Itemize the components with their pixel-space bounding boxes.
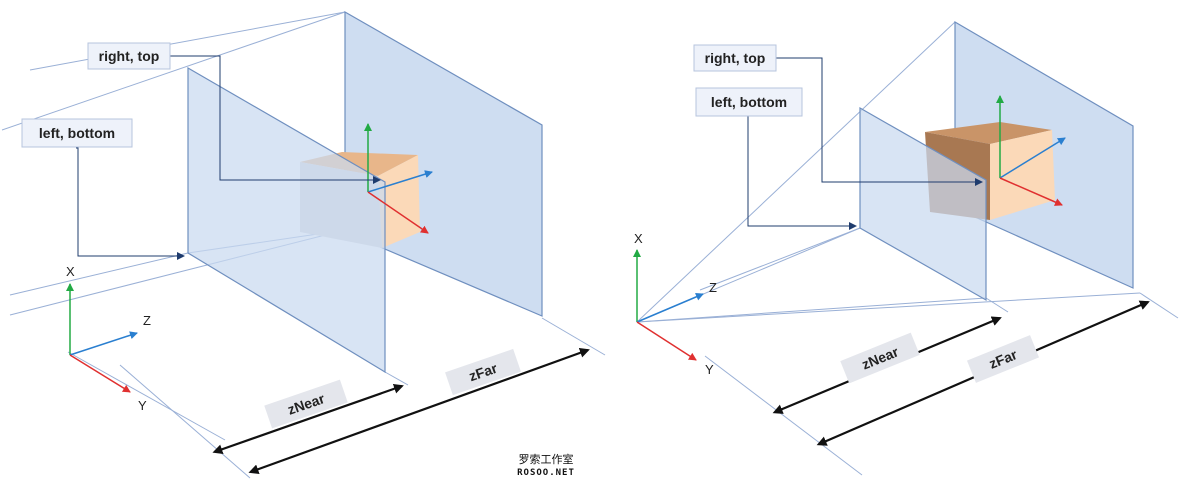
znear-label-perspective: zNear <box>840 332 920 384</box>
right-top-label: right, top <box>99 48 160 64</box>
x-axis-label-perspective: X <box>634 231 643 246</box>
distance-arrows-perspective: zNear zFar <box>772 300 1150 446</box>
y-axis-label: Y <box>138 398 147 413</box>
x-axis-label: X <box>66 264 75 279</box>
znear-label: zNear <box>264 379 348 429</box>
orthographic-view: right, top left, bottom X Z Y zNear z <box>1 10 606 479</box>
callout-leaders-perspective <box>747 57 983 230</box>
y-axis-label-perspective: Y <box>705 362 714 377</box>
near-plane-perspective <box>859 106 987 302</box>
world-axes-perspective: X Z Y <box>633 231 717 377</box>
perspective-view: right, top left, bottom X Z Y zNear z <box>633 20 1179 476</box>
watermark: 罗索工作室 ROSOO.NET <box>517 452 575 478</box>
zfar-label: zFar <box>445 348 521 396</box>
right-top-callout-perspective: right, top <box>693 44 777 72</box>
watermark-site: ROSOO.NET <box>517 468 575 478</box>
distance-arrows: zNear zFar <box>212 348 590 475</box>
object-axes <box>364 123 433 234</box>
world-axes: X Z Y <box>66 264 151 413</box>
zfar-label-perspective: zFar <box>966 335 1040 383</box>
z-axis-label: Z <box>143 313 151 328</box>
right-top-callout: right, top <box>87 42 171 70</box>
callout-leaders <box>76 55 381 260</box>
z-axis-label-perspective: Z <box>709 280 717 295</box>
left-bottom-label-perspective: left, bottom <box>711 94 787 110</box>
object-axes-perspective <box>996 95 1066 206</box>
left-bottom-callout: left, bottom <box>21 118 133 148</box>
right-top-label-perspective: right, top <box>705 50 766 66</box>
left-bottom-label: left, bottom <box>39 125 115 141</box>
left-bottom-callout-perspective: left, bottom <box>695 87 803 117</box>
watermark-chinese: 罗索工作室 <box>519 452 574 466</box>
